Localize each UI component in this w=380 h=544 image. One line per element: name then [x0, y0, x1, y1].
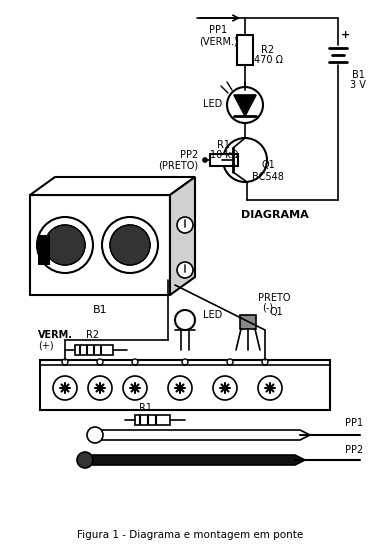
- Text: Q1: Q1: [261, 160, 275, 170]
- Circle shape: [45, 225, 85, 265]
- Polygon shape: [85, 455, 305, 465]
- Circle shape: [110, 225, 150, 265]
- Text: DIAGRAMA: DIAGRAMA: [241, 210, 309, 220]
- Text: R1: R1: [217, 140, 231, 150]
- Text: +: +: [341, 30, 351, 40]
- Circle shape: [258, 376, 282, 400]
- Bar: [40, 360, 330, 410]
- Bar: [135, 415, 170, 425]
- Bar: [210, 154, 238, 166]
- Circle shape: [77, 452, 93, 468]
- Text: (VERM.): (VERM.): [199, 37, 238, 47]
- Circle shape: [53, 376, 77, 400]
- Circle shape: [175, 310, 195, 330]
- Text: BC548: BC548: [252, 172, 284, 182]
- Polygon shape: [30, 177, 195, 195]
- Bar: [38, 235, 50, 265]
- Text: R2: R2: [86, 330, 100, 340]
- Bar: [75, 345, 113, 355]
- Circle shape: [227, 359, 233, 365]
- Text: 470 Ω: 470 Ω: [253, 55, 282, 65]
- Text: VERM.: VERM.: [38, 330, 73, 340]
- Text: PRETO: PRETO: [258, 293, 290, 303]
- Text: PP1: PP1: [209, 25, 227, 35]
- Text: Figura 1 - Diagrama e montagem em ponte: Figura 1 - Diagrama e montagem em ponte: [77, 530, 303, 540]
- Text: B1: B1: [93, 305, 107, 315]
- Circle shape: [37, 217, 93, 273]
- Text: LED: LED: [203, 310, 222, 320]
- Circle shape: [168, 376, 192, 400]
- Text: PP2: PP2: [345, 445, 363, 455]
- Circle shape: [87, 427, 103, 443]
- Circle shape: [45, 225, 85, 265]
- Circle shape: [123, 376, 147, 400]
- Circle shape: [203, 158, 207, 162]
- Text: PP2: PP2: [180, 150, 198, 160]
- Text: 10 kΩ: 10 kΩ: [210, 150, 238, 160]
- Circle shape: [182, 359, 188, 365]
- Circle shape: [262, 359, 268, 365]
- Circle shape: [97, 359, 103, 365]
- Text: R2: R2: [261, 45, 275, 55]
- Circle shape: [132, 359, 138, 365]
- Text: (PRETO): (PRETO): [158, 160, 198, 170]
- Text: PP1: PP1: [345, 418, 363, 428]
- Polygon shape: [95, 430, 310, 440]
- Circle shape: [102, 217, 158, 273]
- Bar: [30, 195, 170, 295]
- Circle shape: [62, 359, 68, 365]
- Circle shape: [213, 376, 237, 400]
- Text: Q1: Q1: [270, 307, 284, 317]
- Circle shape: [110, 225, 150, 265]
- Text: (+): (+): [38, 340, 54, 350]
- Text: B1: B1: [352, 70, 364, 80]
- Circle shape: [177, 217, 193, 233]
- Text: LED: LED: [203, 99, 222, 109]
- Polygon shape: [234, 95, 256, 116]
- Circle shape: [88, 376, 112, 400]
- Bar: [240, 315, 256, 329]
- Text: (-): (-): [262, 303, 273, 313]
- Circle shape: [223, 138, 267, 182]
- Polygon shape: [170, 177, 195, 295]
- Bar: [237, 35, 253, 65]
- Text: R1: R1: [138, 403, 152, 413]
- Circle shape: [227, 87, 263, 123]
- Circle shape: [177, 262, 193, 278]
- Text: 3 V: 3 V: [350, 80, 366, 90]
